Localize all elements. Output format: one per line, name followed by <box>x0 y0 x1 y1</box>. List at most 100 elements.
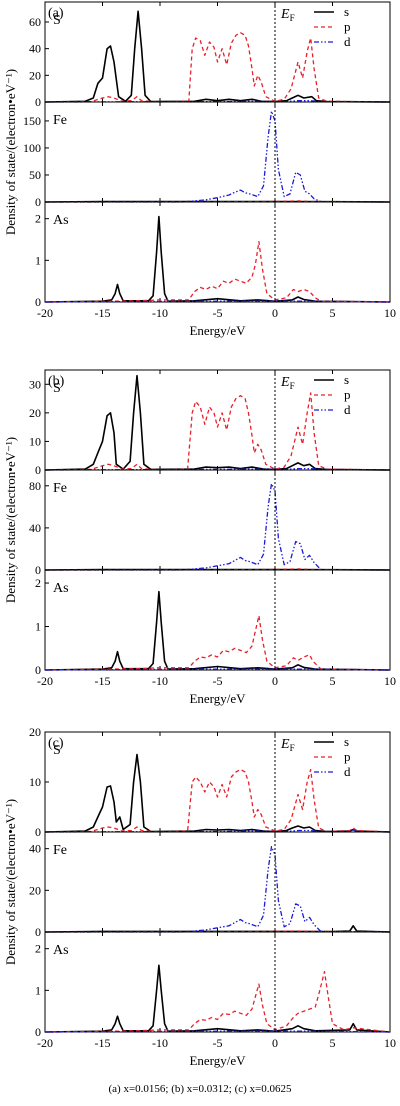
element-label: S <box>53 13 61 28</box>
series-line-p <box>44 392 391 471</box>
y-tick-label: 0 <box>35 95 41 109</box>
series-line-s <box>44 753 391 833</box>
element-label: Fe <box>53 843 67 858</box>
figure-caption: (a) x=0.0156; (b) x=0.0312; (c) x=0.0625 <box>109 1083 292 1095</box>
x-tick-label: -15 <box>95 306 111 320</box>
legend-label-d: d <box>344 402 351 417</box>
x-tick-label: 0 <box>272 1036 278 1050</box>
subplot-as: 0 1 2 As <box>35 931 391 1039</box>
x-tick-label: 10 <box>384 1036 396 1050</box>
y-tick-label: 0 <box>35 663 41 677</box>
x-tick-label: -10 <box>152 306 168 320</box>
x-tick-label: 10 <box>384 674 396 688</box>
y-tick-label: 20 <box>29 406 41 420</box>
x-tick-label: -20 <box>37 1036 53 1050</box>
y-tick-label: 150 <box>23 114 41 128</box>
series-line-d <box>44 829 391 833</box>
subplot-fe: 0 20 40 Fe <box>29 831 391 939</box>
x-tick-label: 5 <box>330 306 336 320</box>
x-tick-label: 10 <box>384 306 396 320</box>
legend-label-s: s <box>344 372 349 387</box>
legend-label-d: d <box>344 34 351 49</box>
legend-label-s: s <box>344 734 349 749</box>
x-tick-label: -20 <box>37 306 53 320</box>
panel-label: (c) <box>48 736 64 751</box>
y-tick-label: 10 <box>29 775 41 789</box>
subplot-fe: 0 40 80 Fe <box>29 469 391 577</box>
y-tick-label: 2 <box>35 942 41 956</box>
x-tick-label: -15 <box>95 674 111 688</box>
y-tick-label: 20 <box>29 68 41 82</box>
series-line-s <box>44 964 391 1033</box>
subplot-as: 0 1 2 As <box>35 201 391 309</box>
subplot-frame <box>44 731 391 833</box>
subplot-frame <box>44 831 391 933</box>
y-tick-label: 1 <box>35 620 41 634</box>
element-label: As <box>53 581 69 596</box>
element-label: Fe <box>53 113 67 128</box>
x-axis-label: Energy/eV <box>189 1053 246 1068</box>
series-line-p <box>44 768 391 833</box>
legend-label-p: p <box>344 749 351 764</box>
series-line-p <box>44 970 391 1033</box>
dos-panel: 0 10 20 S 0 20 40 Fe 0 1 2 As EF (c) spd -20 -15 -10 -5 0 5 1… <box>3 725 396 1068</box>
fermi-label: EF <box>280 737 295 753</box>
y-tick-label: 100 <box>23 141 41 155</box>
x-tick-label: 5 <box>330 1036 336 1050</box>
x-tick-label: -5 <box>213 674 223 688</box>
series-line-s <box>44 10 391 103</box>
series-line-s <box>44 374 391 471</box>
y-tick-label: 80 <box>29 479 41 493</box>
y-tick-label: 40 <box>29 521 41 535</box>
y-tick-label: 60 <box>29 15 41 29</box>
panel-label: (b) <box>48 374 65 389</box>
subplot-fe: 0 50 100 150 Fe <box>23 101 391 209</box>
y-tick-label: 40 <box>29 842 41 856</box>
subplot-as: 0 1 2 As <box>35 569 391 677</box>
legend-label-d: d <box>344 764 351 779</box>
legend-label-s: s <box>344 4 349 19</box>
x-tick-label: -10 <box>152 1036 168 1050</box>
series-line-d <box>44 668 391 671</box>
panel-label: (a) <box>48 6 64 21</box>
x-tick-label: -15 <box>95 1036 111 1050</box>
x-tick-label: 0 <box>272 306 278 320</box>
x-tick-label: -10 <box>152 674 168 688</box>
y-tick-label: 40 <box>29 42 41 56</box>
series-line-s <box>44 590 391 671</box>
x-tick-label: 5 <box>330 674 336 688</box>
series-line-d <box>44 467 391 471</box>
subplot-s: 0 20 40 60 S <box>29 1 391 109</box>
series-line-d <box>45 483 391 571</box>
y-axis-label: Density of state/(electron•eV⁻¹) <box>3 69 18 235</box>
series-line-d <box>45 845 391 933</box>
element-label: As <box>53 213 69 228</box>
series-line-d <box>44 1030 391 1033</box>
element-label: Fe <box>53 481 67 496</box>
y-tick-label: 2 <box>35 576 41 590</box>
subplot-s: 0 10 20 30 S <box>29 369 391 477</box>
y-tick-label: 0 <box>35 195 41 209</box>
element-label: S <box>53 381 61 396</box>
series-line-p <box>44 240 391 303</box>
element-label: As <box>53 943 69 958</box>
series-line-p <box>44 615 391 671</box>
fermi-label: EF <box>280 375 295 391</box>
subplot-frame <box>44 469 391 571</box>
y-tick-label: 1 <box>35 253 41 267</box>
y-tick-label: 0 <box>35 925 41 939</box>
y-tick-label: 10 <box>29 434 41 448</box>
y-tick-label: 50 <box>29 168 41 182</box>
subplot-frame <box>44 101 391 203</box>
y-tick-label: 2 <box>35 212 41 226</box>
y-tick-label: 0 <box>35 1025 41 1039</box>
element-label: S <box>53 743 61 758</box>
x-tick-label: -5 <box>213 1036 223 1050</box>
x-tick-label: 0 <box>272 674 278 688</box>
legend-label-p: p <box>344 387 351 402</box>
x-axis-label: Energy/eV <box>189 691 246 706</box>
fermi-label: EF <box>280 7 295 23</box>
y-tick-label: 0 <box>35 825 41 839</box>
y-tick-label: 30 <box>29 377 41 391</box>
